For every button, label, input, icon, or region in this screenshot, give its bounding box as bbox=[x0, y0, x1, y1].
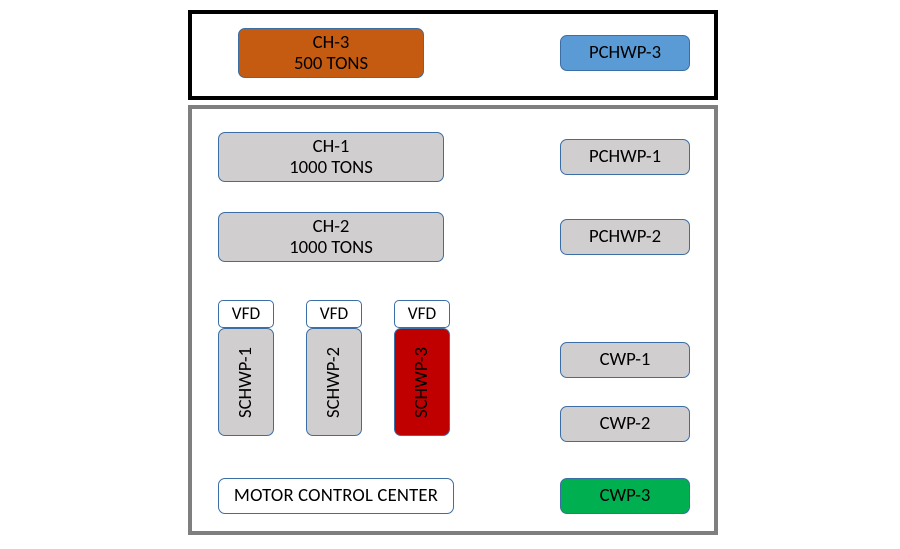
schwp3-label: SCHWP-3 bbox=[411, 347, 432, 418]
cwp1-label: CWP-1 bbox=[600, 349, 651, 370]
pump-pchwp3-box: PCHWP-3 bbox=[560, 35, 690, 71]
pump-cwp2-box: CWP-2 bbox=[560, 406, 690, 442]
pchwp2-label: PCHWP-2 bbox=[589, 226, 661, 247]
ch1-label-line1: CH-1 bbox=[313, 136, 350, 157]
pump-schwp3-box: SCHWP-3 bbox=[394, 328, 450, 436]
pump-pchwp1-box: PCHWP-1 bbox=[560, 139, 690, 175]
ch2-label-line2: 1000 TONS bbox=[289, 237, 373, 258]
vfd-1-label: VFD bbox=[232, 304, 260, 324]
pump-schwp2-box: SCHWP-2 bbox=[306, 328, 362, 436]
pump-pchwp2-box: PCHWP-2 bbox=[560, 219, 690, 255]
cwp2-label: CWP-2 bbox=[600, 413, 651, 434]
pchwp3-label: PCHWP-3 bbox=[589, 42, 661, 63]
vfd-3-box: VFD bbox=[394, 300, 450, 328]
chiller-ch3-box: CH-3 500 TONS bbox=[238, 28, 424, 78]
ch2-label-line1: CH-2 bbox=[313, 216, 350, 237]
motor-control-center-box: MOTOR CONTROL CENTER bbox=[218, 478, 454, 514]
vfd-2-box: VFD bbox=[306, 300, 362, 328]
ch3-label-line1: CH-3 bbox=[313, 32, 350, 53]
pchwp1-label: PCHWP-1 bbox=[589, 146, 661, 167]
pump-cwp1-box: CWP-1 bbox=[560, 342, 690, 378]
ch3-label-line2: 500 TONS bbox=[294, 53, 368, 74]
pump-schwp1-box: SCHWP-1 bbox=[218, 328, 274, 436]
ch1-label-line2: 1000 TONS bbox=[289, 157, 373, 178]
pump-cwp3-box: CWP-3 bbox=[560, 478, 690, 514]
schwp1-label: SCHWP-1 bbox=[235, 347, 256, 418]
mcc-label: MOTOR CONTROL CENTER bbox=[234, 485, 438, 506]
cwp3-label: CWP-3 bbox=[600, 485, 651, 506]
chiller-ch1-box: CH-1 1000 TONS bbox=[218, 132, 444, 182]
vfd-1-box: VFD bbox=[218, 300, 274, 328]
diagram-canvas: CH-3 500 TONS PCHWP-3 CH-1 1000 TONS PCH… bbox=[0, 0, 900, 549]
vfd-3-label: VFD bbox=[408, 304, 436, 324]
chiller-ch2-box: CH-2 1000 TONS bbox=[218, 212, 444, 262]
vfd-2-label: VFD bbox=[320, 304, 348, 324]
schwp2-label: SCHWP-2 bbox=[323, 347, 344, 418]
